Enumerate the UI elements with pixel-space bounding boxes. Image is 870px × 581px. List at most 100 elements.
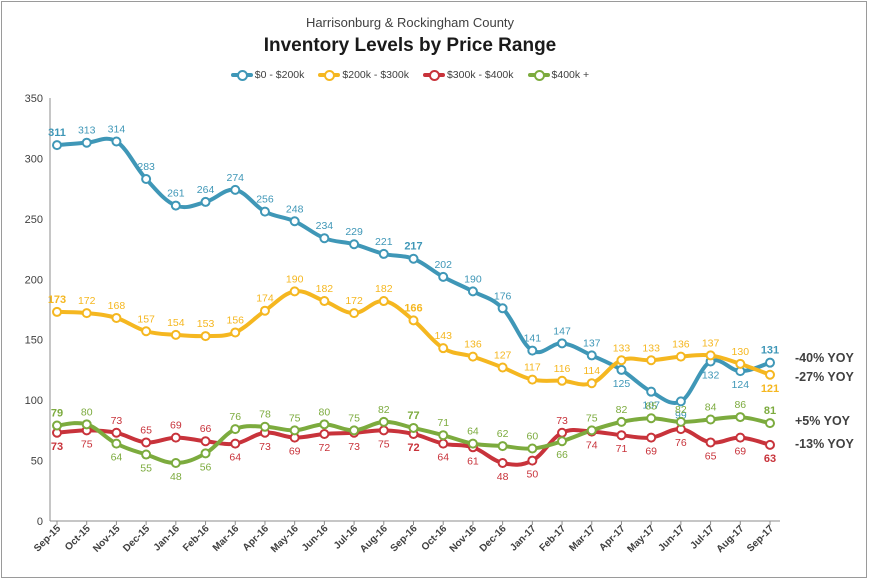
legend-item: $300k - $400k	[422, 69, 514, 81]
data-label: 130	[732, 346, 750, 358]
data-point	[586, 350, 597, 361]
data-point	[289, 425, 300, 436]
legend-label: $400k +	[551, 69, 590, 81]
data-point	[141, 173, 152, 184]
data-label: 73	[348, 441, 360, 453]
data-point	[765, 439, 775, 450]
data-label: 60	[526, 430, 538, 442]
data-point	[438, 271, 449, 282]
legend-swatch	[318, 69, 341, 81]
data-point	[111, 438, 122, 449]
x-tick-label: Sep-16	[389, 523, 420, 554]
data-label: 114	[583, 365, 600, 377]
chart-legend: $0 - $200k $200k - $300k $300k - $400k $400…	[2, 69, 818, 81]
data-point	[81, 419, 92, 430]
data-label: 172	[78, 295, 96, 307]
data-label: 182	[316, 283, 334, 295]
data-label: 107	[642, 400, 660, 412]
data-label: 69	[645, 446, 657, 458]
legend-item: $200k - $300k	[318, 69, 409, 81]
x-tick-label: Jun-16	[300, 523, 331, 554]
data-point	[200, 448, 211, 459]
data-point	[497, 457, 508, 468]
data-label: 127	[494, 350, 512, 362]
data-label: 48	[497, 471, 509, 483]
data-point	[111, 427, 122, 438]
data-label: 136	[672, 339, 690, 351]
data-label: 75	[378, 438, 390, 450]
x-tick-label: Mar-17	[567, 523, 598, 554]
data-point	[527, 443, 538, 454]
data-label: 173	[48, 294, 66, 306]
data-point	[735, 358, 746, 369]
x-tick-label: Apr-16	[241, 523, 271, 553]
data-point	[378, 416, 389, 427]
x-tick-label: Nov-15	[91, 523, 123, 555]
data-point	[497, 303, 508, 314]
data-point	[765, 369, 775, 380]
data-label: 133	[642, 342, 660, 354]
data-label: 64	[229, 452, 241, 464]
data-label: 65	[140, 424, 152, 436]
data-point	[319, 296, 330, 307]
data-point	[497, 362, 508, 373]
data-label: 79	[51, 408, 63, 420]
data-label: 124	[732, 379, 750, 391]
data-label: 314	[108, 124, 126, 136]
data-point	[230, 438, 241, 449]
data-point	[319, 233, 330, 244]
data-point	[111, 312, 122, 323]
data-label: 121	[761, 383, 779, 395]
data-label: 84	[705, 401, 717, 413]
data-point	[467, 438, 478, 449]
data-label: 248	[286, 203, 304, 215]
data-label: 190	[464, 273, 482, 285]
x-tick-label: Sep-17	[745, 523, 776, 554]
data-label: 82	[675, 404, 687, 416]
x-tick-label: Aug-16	[358, 523, 390, 555]
legend-swatch	[230, 69, 253, 81]
data-point	[646, 413, 657, 424]
data-point	[438, 430, 449, 441]
data-point	[378, 425, 389, 436]
data-label: 73	[51, 441, 63, 453]
data-point	[319, 428, 330, 439]
x-tick-label: Oct-16	[420, 523, 450, 553]
y-tick-label: 300	[25, 153, 43, 165]
data-point	[527, 345, 538, 356]
data-point	[735, 432, 746, 443]
data-point	[408, 315, 419, 326]
data-label: 217	[404, 241, 422, 253]
data-point	[705, 437, 716, 448]
data-point	[259, 421, 270, 432]
data-label: 69	[170, 420, 182, 432]
data-label: 143	[434, 330, 452, 342]
data-point	[230, 184, 241, 195]
data-point	[200, 331, 211, 342]
data-label: 55	[140, 463, 152, 475]
data-label: 76	[675, 437, 687, 449]
legend-label: $200k - $300k	[342, 69, 409, 81]
data-label: 147	[553, 325, 571, 337]
y-tick-label: 0	[37, 516, 43, 528]
data-label: 137	[702, 337, 720, 349]
data-label: 182	[375, 283, 393, 295]
data-label: 77	[407, 410, 419, 422]
data-label: 176	[494, 290, 512, 302]
x-tick-label: Mar-16	[211, 523, 242, 554]
yoy-annotation: -13% YOY	[795, 437, 854, 451]
data-label: 154	[167, 317, 185, 329]
data-label: 66	[556, 449, 568, 461]
data-label: 202	[434, 259, 452, 271]
x-tick-label: Aug-17	[715, 523, 747, 555]
data-label: 166	[404, 302, 422, 314]
data-label: 221	[375, 236, 393, 248]
data-label: 48	[170, 471, 182, 483]
x-tick-label: Jan-16	[152, 523, 182, 553]
data-point	[675, 351, 686, 362]
data-label: 283	[137, 161, 155, 173]
data-point	[349, 425, 360, 436]
data-point	[675, 396, 686, 407]
data-label: 125	[613, 378, 631, 390]
